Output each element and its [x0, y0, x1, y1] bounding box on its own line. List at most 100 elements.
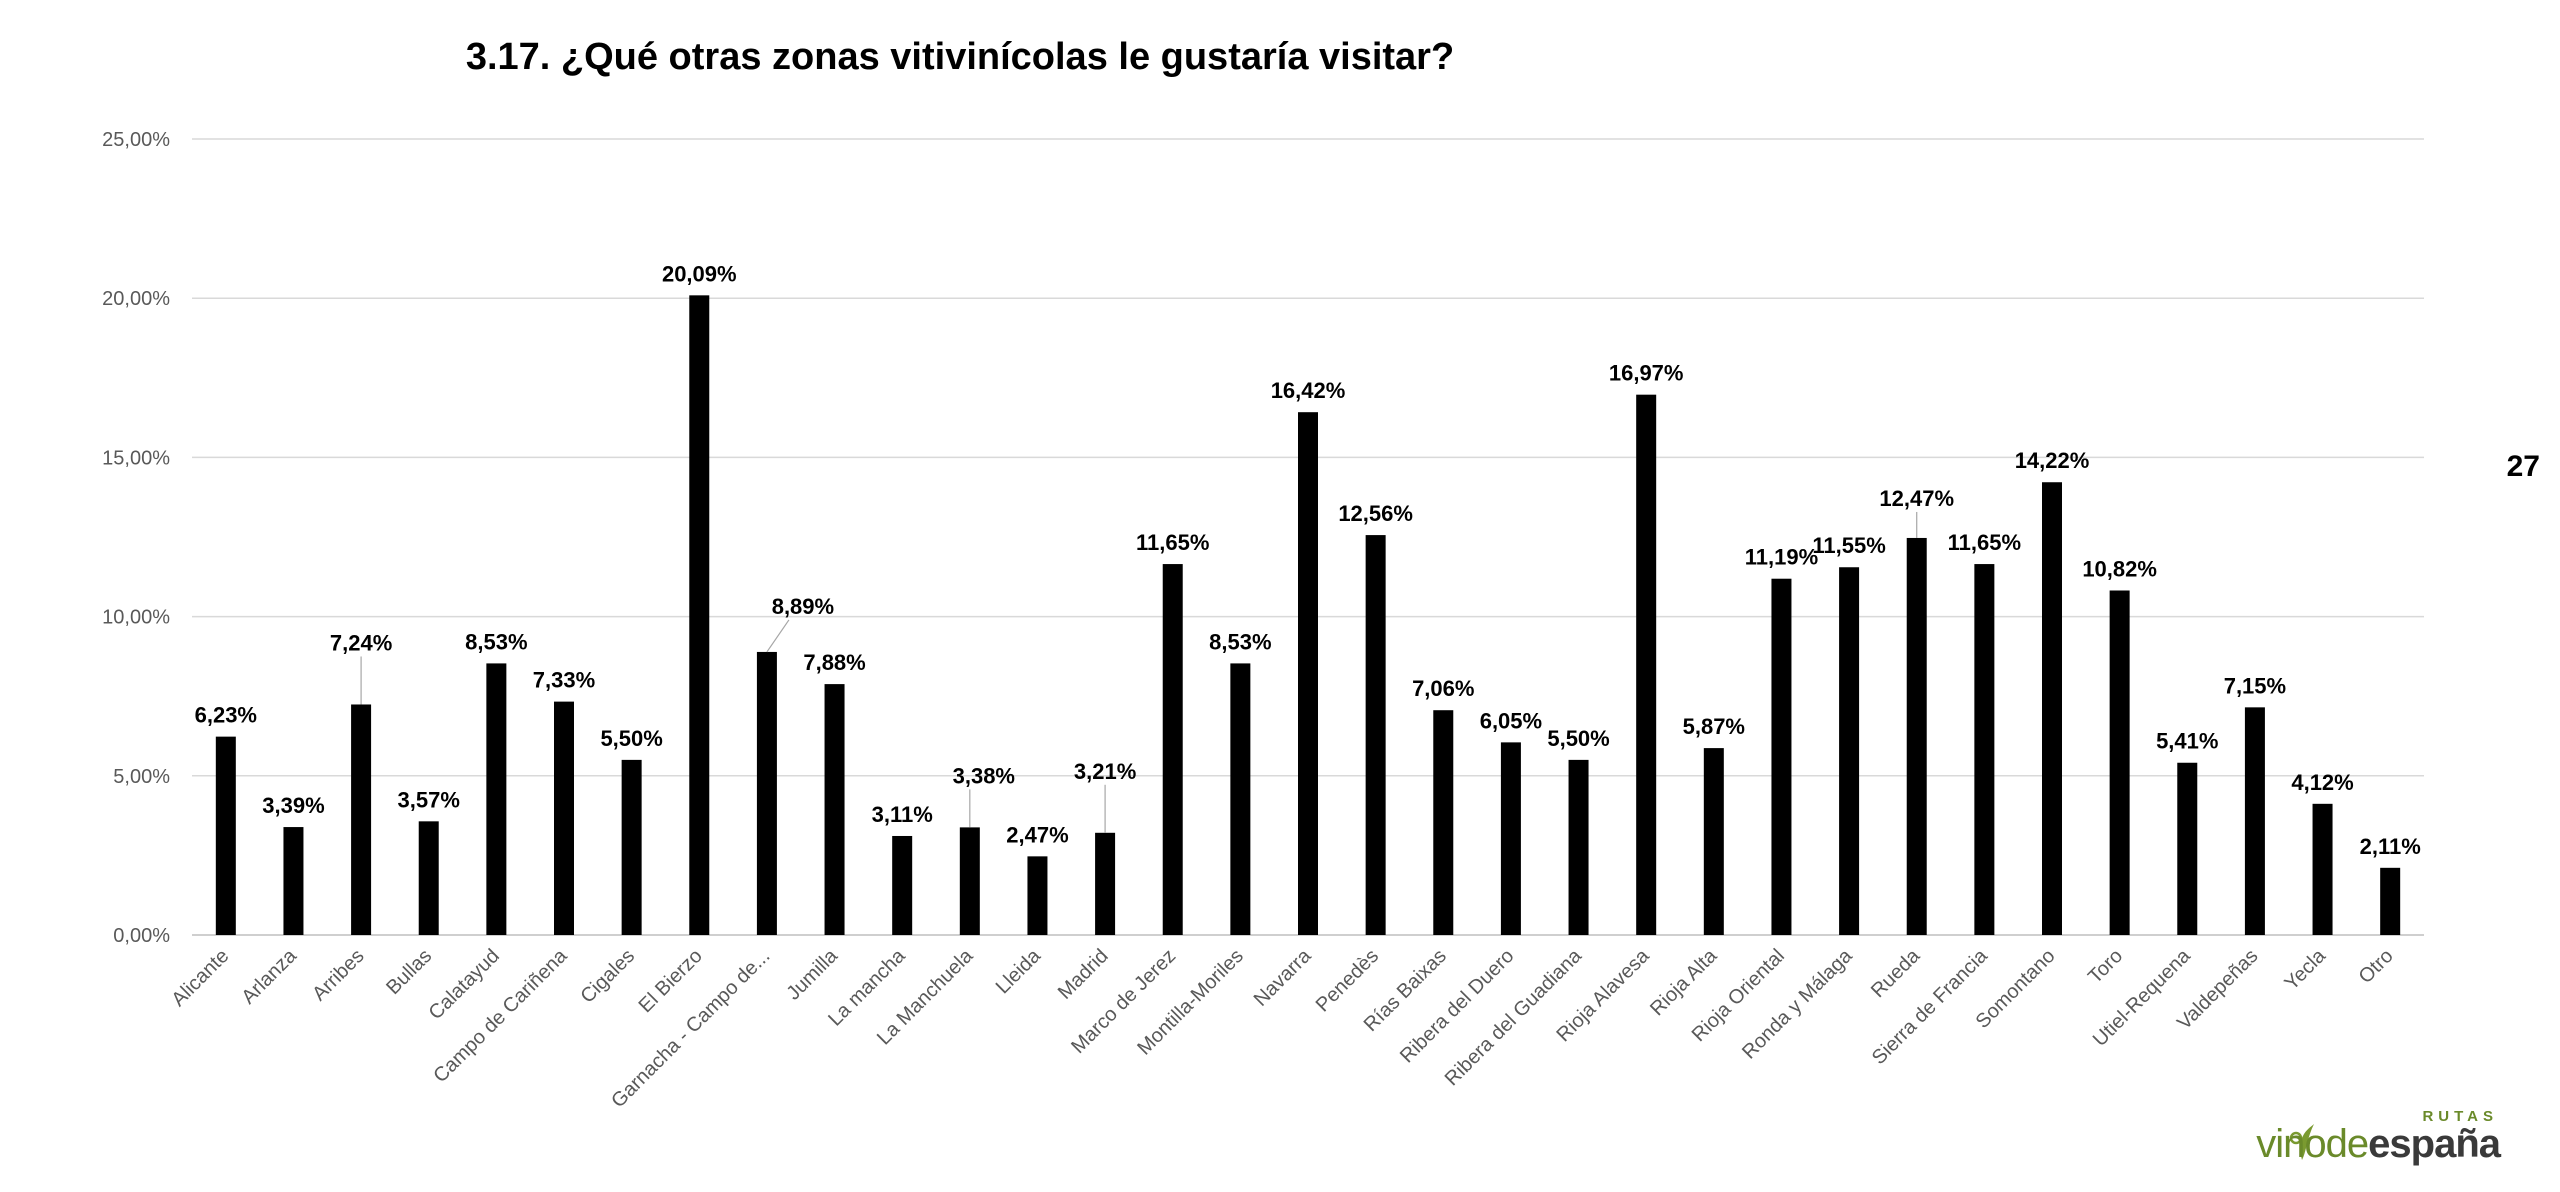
logo-mid-text: de: [2325, 1122, 2369, 1166]
page-number: 27: [2506, 450, 2540, 483]
bar: [1095, 832, 1116, 935]
bar: [621, 759, 642, 935]
data-label: 16,42%: [1271, 378, 1346, 403]
data-label: 3,39%: [262, 793, 324, 818]
data-label: 11,65%: [1948, 530, 2021, 555]
bar: [1839, 567, 1860, 935]
bar: [1298, 412, 1318, 935]
bar: [215, 736, 236, 935]
y-tick-label: 5,00%: [113, 766, 170, 788]
data-label: 11,19%: [1745, 545, 1818, 570]
bar: [1703, 748, 1724, 935]
bar: [2177, 762, 2198, 935]
logo-light-text: vino: [2256, 1122, 2326, 1166]
data-label: 4,12%: [2291, 770, 2353, 795]
bar: [1568, 759, 1589, 935]
data-label: 3,38%: [953, 763, 1015, 788]
bar: [554, 701, 574, 935]
x-tick-label: Arlanza: [237, 944, 301, 1008]
bar: [1771, 578, 1792, 935]
bar: [351, 704, 372, 935]
data-label: 5,50%: [600, 726, 662, 751]
x-tick-label: Cigales: [576, 945, 639, 1008]
chart-title: 3.17. ¿Qué otras zonas vitivinícolas le …: [465, 36, 1455, 78]
bar: [2380, 867, 2401, 935]
data-label: 20,09%: [662, 261, 737, 286]
x-tick-label: Campo de Cariñena: [429, 944, 572, 1087]
bar: [689, 295, 710, 935]
x-tick-label: Penedès: [1312, 945, 1383, 1016]
logo-dark-text: españa: [2368, 1122, 2501, 1166]
x-tick-label: Bullas: [382, 945, 436, 999]
bar: [2042, 482, 2062, 935]
data-label: 16,97%: [1609, 361, 1684, 386]
x-tick-label: Jumilla: [783, 944, 843, 1004]
bar: [486, 663, 507, 935]
bar: [1027, 856, 1048, 935]
data-label: 8,53%: [465, 629, 527, 654]
y-tick-label: 0,00%: [113, 925, 170, 947]
data-label: 5,50%: [1547, 726, 1609, 751]
data-label: 14,22%: [2015, 448, 2090, 473]
x-axis-tick-labels: Alicante Arlanza Arribes BullasCalatayudCam…: [167, 944, 2397, 1112]
data-label: 3,57%: [398, 787, 460, 812]
bar: [1365, 535, 1386, 935]
x-tick-label: Navarra: [1250, 944, 1316, 1010]
bar: [2244, 707, 2265, 935]
x-tick-label: Rueda: [1867, 944, 1925, 1002]
y-tick-label: 10,00%: [102, 607, 170, 629]
x-tick-label: Otro: [2355, 945, 2398, 988]
data-label: 8,89%: [772, 594, 834, 619]
bar: [1162, 564, 1183, 935]
data-label: 12,47%: [1879, 486, 1954, 511]
data-label: 2,11%: [2360, 834, 2421, 859]
data-label: 3,11%: [872, 802, 933, 827]
data-label: 12,56%: [1338, 501, 1413, 526]
x-tick-label: Sierra de Francia: [1868, 944, 1993, 1069]
x-tick-label: Alicante: [167, 945, 233, 1011]
data-label: 11,55%: [1812, 533, 1885, 558]
x-tick-label: Ribera del Duero: [1396, 945, 1518, 1067]
bar: [959, 827, 980, 935]
bar: [2312, 803, 2333, 935]
logo-small-text: RUTAS: [2422, 1108, 2498, 1125]
bar: [1500, 742, 1521, 935]
bar: [824, 684, 845, 935]
data-label: 2,47%: [1006, 822, 1068, 847]
bar: [2109, 590, 2130, 935]
y-axis-tick-labels: 0,00% 5,00% 10,00% 15,00% 20,00% 25,00%: [102, 129, 170, 947]
bar: [1974, 564, 1995, 935]
label-leader-lines: [360, 511, 1918, 833]
y-tick-label: 20,00%: [102, 288, 170, 310]
data-label: 3,21%: [1074, 759, 1136, 784]
bar: [1906, 537, 1927, 935]
data-labels: 6,23% 3,39% 7,24% 3,57% 8,53%7,33% 5,50% 20,09…: [195, 261, 2421, 858]
data-label: 7,06%: [1412, 676, 1474, 701]
data-label: 7,15%: [2224, 673, 2286, 698]
bar: [1230, 663, 1251, 935]
x-tick-label: Toro: [2084, 945, 2127, 988]
bar: [1636, 394, 1657, 936]
data-label: 5,87%: [1683, 714, 1745, 739]
logo-main-text: vinodeespaña: [2256, 1122, 2501, 1167]
y-tick-label: 25,00%: [102, 129, 170, 151]
x-tick-label: Arribes: [308, 945, 368, 1005]
bar: [1433, 710, 1454, 935]
data-label: 7,88%: [803, 650, 865, 675]
x-tick-label: Madrid: [1054, 945, 1113, 1004]
rutas-vino-espana-logo: RUTAS vinodeespaña: [2256, 1108, 2520, 1168]
data-label: 6,23%: [195, 703, 257, 728]
x-tick-label: Lleida: [992, 944, 1046, 998]
data-label: 6,05%: [1480, 708, 1542, 733]
data-label: 7,33%: [533, 668, 595, 693]
data-label: 5,41%: [2156, 729, 2218, 754]
bars: [215, 295, 2401, 936]
grape-leaf-icon: [2289, 1124, 2314, 1160]
x-tick-label: Yecla: [2280, 944, 2330, 994]
data-label: 7,24%: [330, 630, 392, 655]
data-label: 11,65%: [1136, 530, 1209, 555]
label-leader-line: [766, 619, 790, 653]
bar: [892, 835, 913, 935]
y-tick-label: 15,00%: [102, 447, 170, 469]
